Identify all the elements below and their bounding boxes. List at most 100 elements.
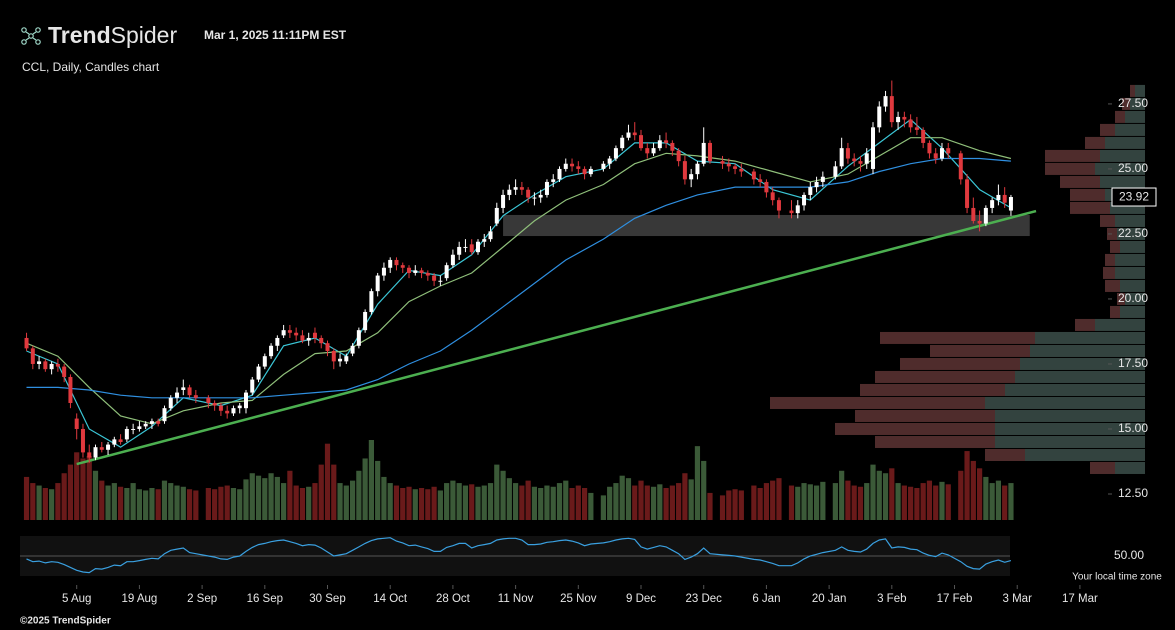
candle-body — [795, 205, 800, 214]
candle-body — [983, 207, 988, 224]
profile-up — [1005, 383, 1145, 396]
candle-body — [996, 194, 1001, 201]
candle-body — [212, 402, 217, 406]
volume-bar — [895, 483, 901, 520]
candle-body — [250, 379, 255, 393]
volume-bar — [268, 473, 274, 520]
volume-bar — [801, 483, 807, 520]
profile-down — [1100, 123, 1115, 136]
volume-bar — [525, 480, 531, 520]
profile-down — [900, 357, 1020, 370]
candle-body — [570, 163, 575, 167]
volume-bar — [23, 476, 30, 520]
candle-body — [344, 356, 349, 362]
volume-bar — [682, 473, 688, 520]
profile-up — [1115, 253, 1145, 266]
volume-bar — [387, 483, 393, 520]
candle-body — [914, 127, 919, 130]
candle-body — [400, 265, 405, 268]
profile-down — [835, 422, 995, 435]
volume-bar — [763, 483, 770, 520]
candle-body — [124, 428, 129, 440]
candle-body — [363, 311, 368, 331]
candle-body — [532, 197, 537, 199]
volume-bar — [694, 446, 701, 520]
volume-bar — [989, 483, 995, 520]
profile-down — [1070, 188, 1105, 201]
volume-bar — [105, 485, 111, 520]
candle-body — [501, 194, 506, 208]
volume-bar — [180, 486, 186, 520]
candle-body — [958, 153, 963, 180]
candle-body — [193, 395, 198, 398]
volume-bar — [124, 488, 130, 520]
rsi-tick-label: 50.00 — [1114, 548, 1144, 562]
candle-body — [802, 194, 807, 206]
volume-bar — [738, 490, 744, 520]
volume-bar — [324, 443, 331, 520]
candle-body — [839, 148, 844, 167]
x-tick-label: 3 Mar — [1003, 593, 1033, 605]
volume-bar — [638, 480, 644, 520]
volume-bar — [30, 483, 36, 520]
volume-bar — [519, 485, 525, 520]
candle-body — [789, 210, 794, 214]
candle-body — [262, 356, 267, 367]
volume-bar — [475, 486, 481, 520]
volume-bar — [889, 468, 895, 520]
profile-up — [1015, 370, 1145, 383]
profile-down — [855, 409, 995, 422]
candle-body — [112, 439, 117, 445]
volume-bar — [575, 485, 581, 520]
candle-body — [312, 332, 317, 338]
volume-bar — [92, 470, 99, 520]
volume-bar — [625, 478, 632, 520]
x-tick-label: 25 Nov — [560, 593, 597, 605]
candle-body — [676, 150, 681, 162]
y-tick-label: 22.50 — [1118, 226, 1148, 240]
candle-body — [24, 337, 29, 349]
candle-body — [519, 187, 524, 190]
candle-body — [131, 428, 136, 430]
volume-bar — [462, 485, 469, 520]
profile-down — [1110, 240, 1120, 253]
volume-bar — [168, 483, 174, 520]
volume-bar — [469, 484, 475, 520]
candle-body — [563, 163, 568, 169]
profile-down — [1075, 318, 1095, 331]
volume-bar — [908, 486, 914, 520]
volume-bar — [55, 483, 61, 520]
candle-body — [388, 259, 393, 268]
volume-bar — [613, 483, 619, 520]
candle-body — [156, 421, 161, 424]
profile-down — [985, 448, 1025, 461]
candle-body — [394, 259, 399, 266]
candle-body — [820, 176, 825, 182]
volume-bar — [262, 478, 268, 520]
candle-body — [902, 116, 907, 120]
volume-bar — [243, 479, 249, 520]
candle-body — [419, 270, 424, 273]
candle-body — [814, 181, 819, 188]
logo-icon — [21, 27, 41, 45]
volume-bar — [600, 495, 606, 520]
profile-down — [875, 435, 995, 448]
volume-bar — [531, 486, 538, 520]
candle-body — [576, 166, 581, 169]
profile-down — [860, 383, 1005, 396]
volume-bar — [450, 480, 456, 520]
profile-up — [995, 435, 1145, 448]
candle-body — [927, 142, 932, 154]
candle-body — [231, 408, 236, 414]
chart-title: CCL, Daily, Candles chart — [22, 60, 160, 74]
volume-bar — [431, 486, 437, 520]
volume-bar — [914, 488, 920, 520]
candle-body — [80, 428, 85, 453]
volume-bar — [1008, 483, 1014, 520]
candle-body — [43, 361, 48, 370]
profile-up — [1025, 448, 1145, 461]
candle-body — [1002, 194, 1007, 203]
profile-up — [995, 409, 1145, 422]
